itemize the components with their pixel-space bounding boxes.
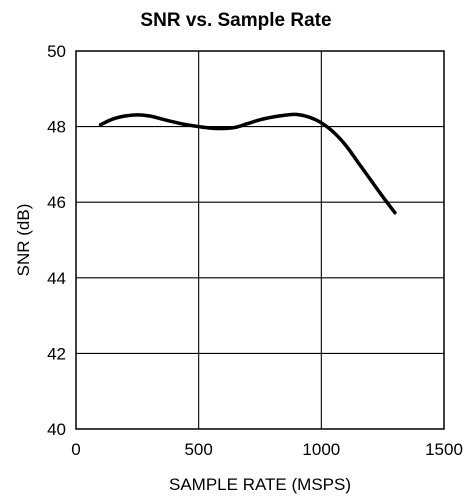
y-tick-label: 42: [47, 344, 66, 363]
y-tick-label: 48: [47, 118, 66, 137]
x-tick-label: 1000: [302, 440, 340, 459]
x-tick-label: 0: [71, 440, 80, 459]
x-tick-labels: 0 500 1000 1500: [71, 440, 463, 459]
y-tick-label: 44: [47, 269, 66, 288]
y-tick-label: 40: [47, 420, 66, 439]
y-axis-label: SNR (dB): [14, 204, 33, 277]
plot-frame: [75, 50, 445, 430]
snr-series-line: [98, 112, 397, 215]
x-tick-label: 1500: [425, 440, 463, 459]
grid-lines: [76, 51, 444, 429]
y-tick-label: 46: [47, 193, 66, 212]
y-tick-label: 50: [47, 42, 66, 61]
y-tick-labels: 40 42 44 46 48 50: [47, 42, 66, 439]
x-tick-label: 500: [184, 440, 212, 459]
x-axis-label: SAMPLE RATE (MSPS): [169, 475, 351, 494]
series-group: [98, 112, 397, 215]
chart-title: SNR vs. Sample Rate: [140, 10, 331, 31]
